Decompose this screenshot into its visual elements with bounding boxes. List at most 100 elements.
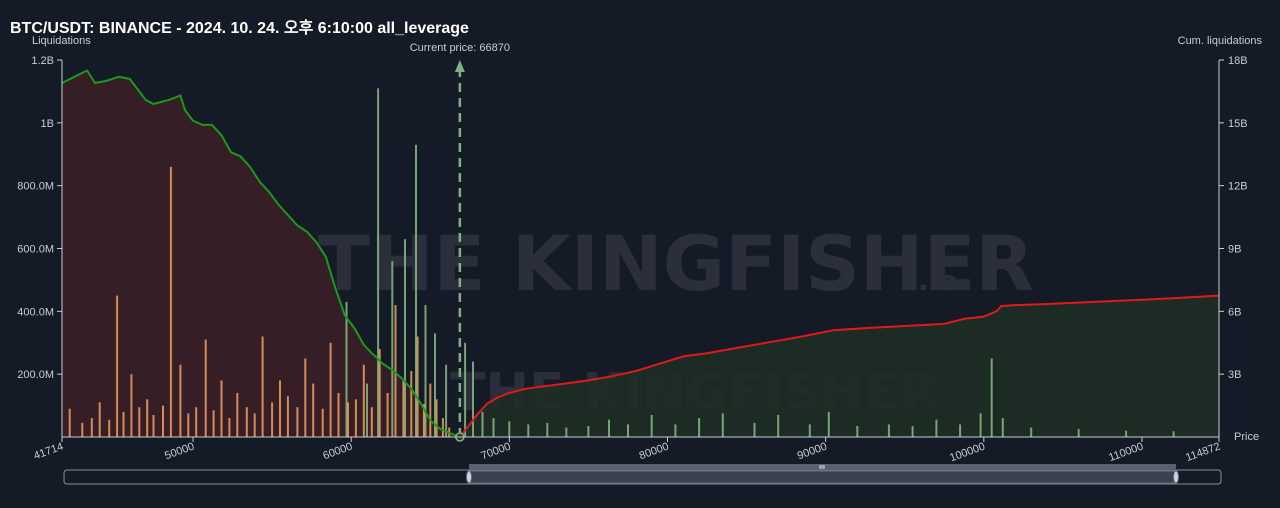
long-liquidation-bar [321,408,324,437]
long-liquidation-bar [179,364,182,437]
short-cum-line [459,294,1220,438]
long-liquidation-bar [329,342,332,438]
short-liquidation-bar [698,418,701,437]
short-liquidation-bar [935,419,938,437]
x-tick-label: 114872 [1184,441,1222,465]
long-liquidation-bar [152,415,155,437]
long-liquidation-bar [416,336,419,437]
short-liquidation-bar [1172,431,1175,437]
long-cum-line [61,69,461,438]
long-liquidation-bar [90,418,93,437]
long-liquidation-bar [304,358,307,437]
x-tick-label: 100000 [948,441,987,465]
long-liquidation-bar [236,393,239,437]
short-liquidation-bar [472,361,474,437]
long-liquidation-bar [228,418,231,437]
long-liquidation-bar [162,405,164,437]
scrollbar-right-handle[interactable] [1173,470,1179,484]
range-scrollbar[interactable] [63,464,1222,485]
long-liquidation-bar [370,407,373,437]
short-liquidation-bar [753,422,756,437]
long-liquidation-bar [261,336,264,437]
long-liquidation-bar [286,396,289,437]
short-liquidation-bar [777,415,780,437]
long-liquidation-bar [347,402,349,437]
long-cum-area [62,70,460,437]
long-liquidation-bar [68,408,71,437]
long-liquidation-bar [122,411,125,437]
short-liquidation-bar [1125,430,1128,437]
y-right-axis-title: Cum. liquidations [1178,35,1263,47]
long-liquidation-bar [81,422,84,437]
long-liquidation-bar [312,383,315,437]
x-axis-title: Price [1234,431,1259,443]
short-liquidation-bar [674,424,677,437]
long-liquidation-bar [378,349,381,437]
y-right-tick-label: 15B [1228,118,1248,130]
scrollbar-selection[interactable] [468,470,1177,484]
long-liquidation-bar [410,371,413,437]
watermark-suffix: .io [918,264,957,297]
long-liquidation-bar [354,399,357,437]
long-liquidation-bar [402,380,405,437]
y-right-tick-label: 18B [1228,55,1248,67]
short-liquidation-bar [415,144,417,438]
chart-title: BTC/USDT: BINANCE - 2024. 10. 24. 오후 6:1… [10,20,469,37]
short-liquidation-bar [404,239,406,437]
short-cum-area [459,295,1219,437]
cumulative-areas [62,70,1219,437]
short-liquidation-bar [464,342,467,438]
current-price-marker: Current price: 66870 [410,42,510,442]
current-price-arrow [454,60,465,72]
short-liquidation-bar [587,426,590,437]
cumulative-lines [61,69,1220,438]
short-liquidation-bar [911,426,914,437]
short-liquidation-bar [565,427,568,437]
short-liquidation-bar [434,333,436,437]
y-right-tick-label: 12B [1228,181,1248,193]
y-right-tick-label: 6B [1228,306,1241,318]
y-right-tick-label: 3B [1228,369,1241,381]
short-liquidation-bar [508,421,511,437]
short-liquidation-bar [1077,429,1080,437]
long-liquidation-bar [362,364,365,437]
y-right-tick-label: 9B [1228,244,1241,256]
short-liquidation-bar [827,411,830,437]
watermark-main: THE KINGFISHER [318,219,1034,308]
x-tick-label: 50000 [163,441,196,463]
short-liquidation-bar [424,305,427,437]
y-left-axis-title: Liquidations [32,35,91,47]
current-price-label: Current price: 66870 [410,42,510,54]
short-liquidation-bar [959,424,962,437]
scrollbar-left-handle[interactable] [466,470,472,484]
long-liquidation-bar [187,413,190,437]
long-liquidation-bar [394,305,397,437]
x-tick-label: 70000 [480,441,513,463]
y-left-tick-label: 1B [41,118,54,130]
x-tick-label: 80000 [638,441,671,463]
short-liquidation-bar [1001,418,1004,437]
long-liquidation-bar [245,407,248,437]
x-tick-label: 90000 [796,441,829,463]
long-liquidation-bar [422,404,425,437]
y-left-tick-label: 600.0M [17,244,54,256]
scrollbar-grip[interactable] [819,465,825,469]
x-tick-label: 110000 [1107,441,1145,465]
long-liquidation-bar [116,295,119,437]
short-liquidation-bar [345,301,348,437]
long-liquidation-bar [212,410,215,437]
long-liquidation-bar [441,418,444,437]
short-liquidation-bar [527,424,530,437]
long-liquidation-bar [130,374,133,437]
x-tick-label: 60000 [321,441,354,463]
y-left-tick-label: 1.2B [31,55,54,67]
long-liquidation-bar [386,393,389,437]
liquidation-bars [68,88,1175,438]
long-liquidation-bar [169,166,172,438]
short-liquidation-bar [979,413,982,437]
long-liquidation-bar [204,339,207,437]
short-liquidation-bar [887,424,890,437]
short-liquidation-bar [391,261,394,437]
long-liquidation-bar [271,402,274,437]
